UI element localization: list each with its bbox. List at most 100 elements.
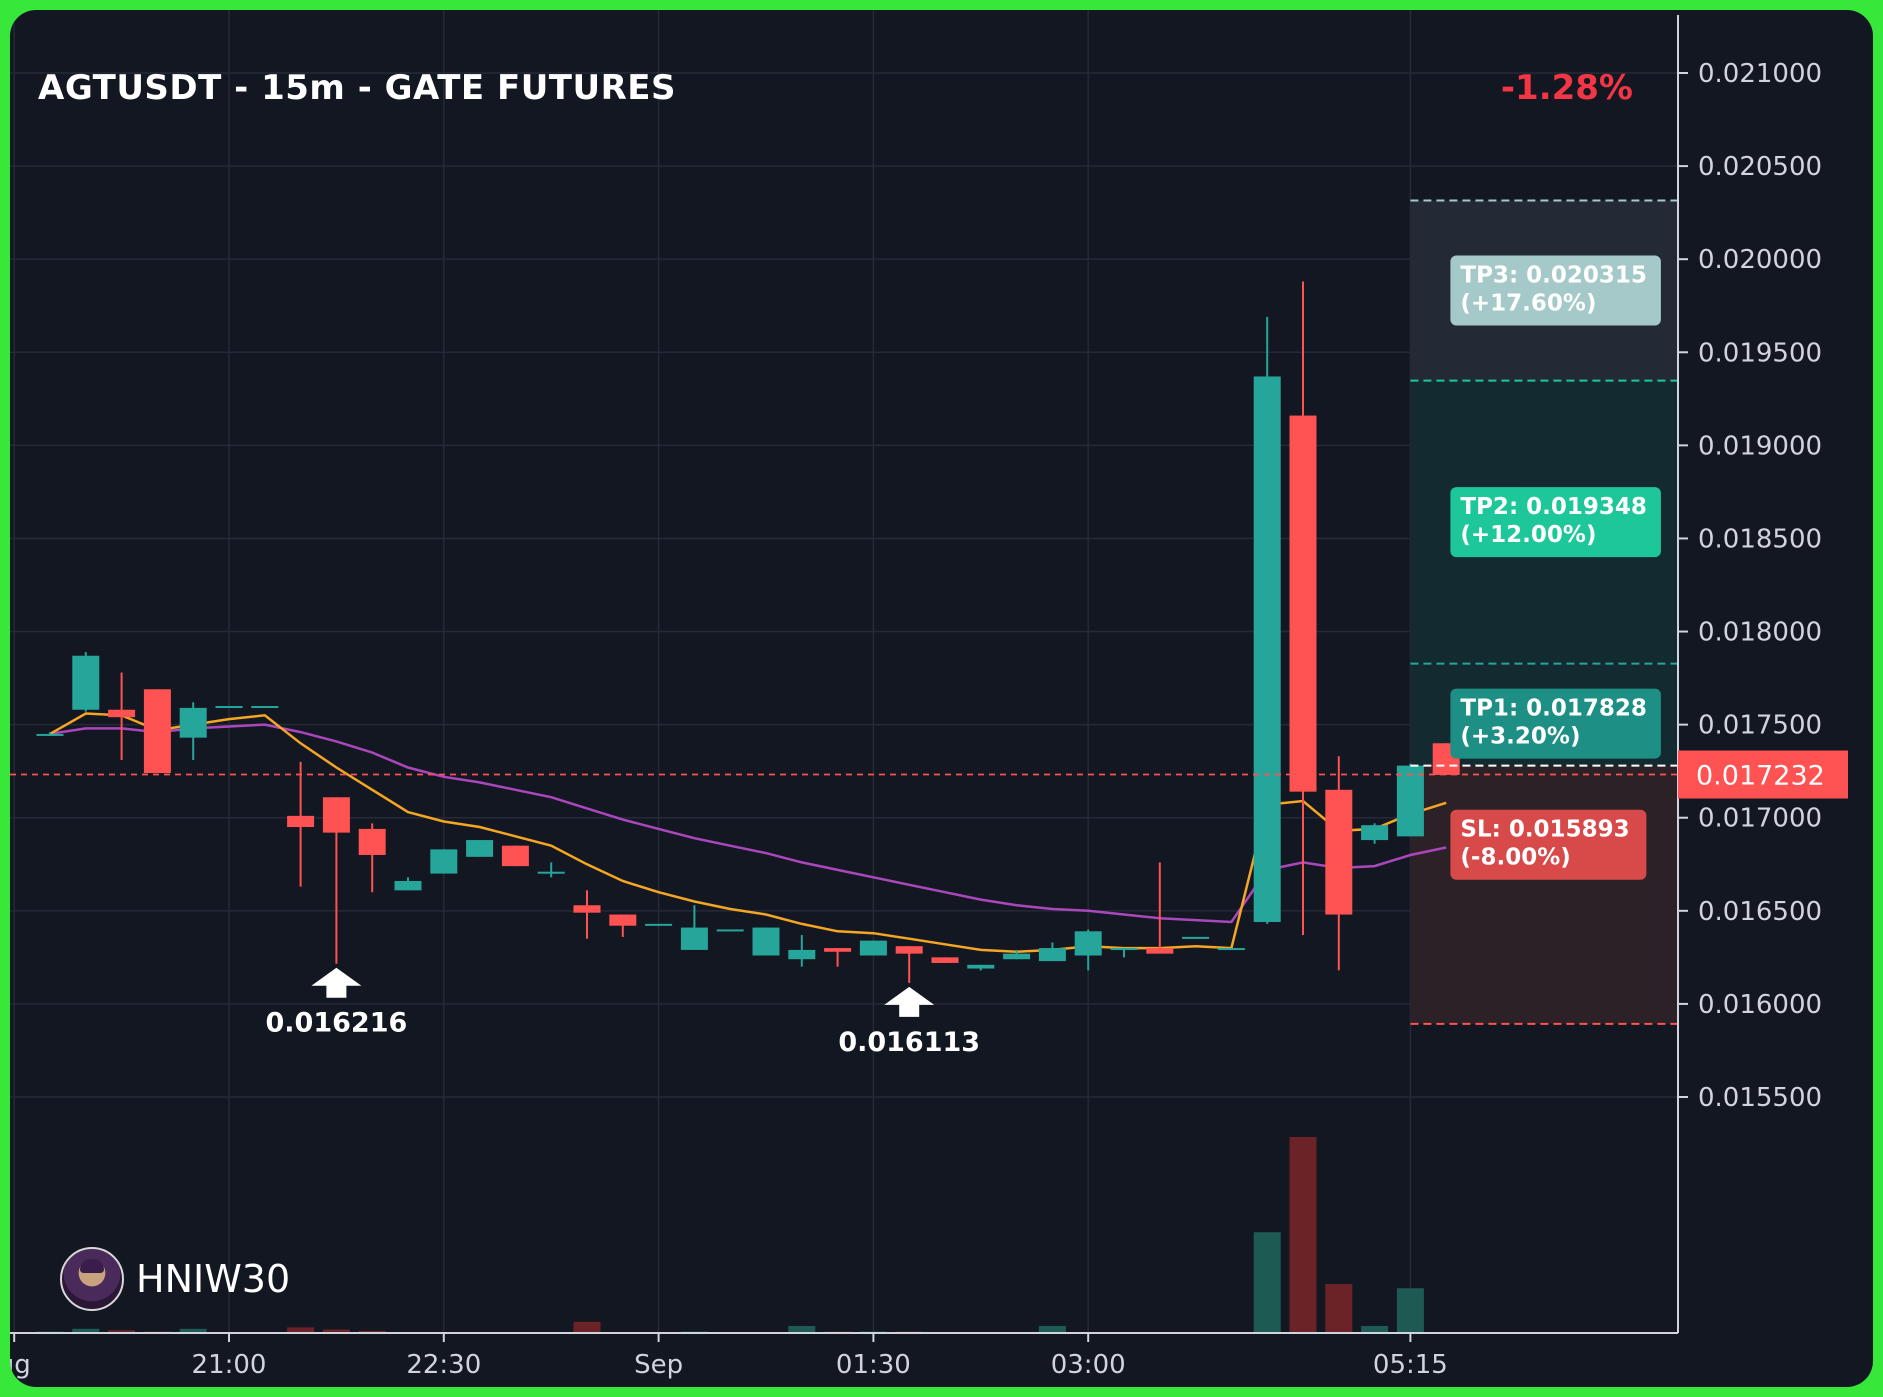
- candle: [287, 761, 315, 887]
- candle-body: [1182, 936, 1210, 939]
- candle: [72, 652, 100, 712]
- candle: [358, 823, 386, 893]
- y-tick-label: 0.020500: [1698, 152, 1822, 182]
- candle: [895, 946, 923, 983]
- candle: [1074, 929, 1102, 971]
- volume-bar: [179, 1328, 207, 1333]
- candle-body: [537, 871, 565, 874]
- low-markers: 0.016216 0.016113: [266, 967, 980, 1058]
- candle-body: [394, 881, 422, 891]
- candle-body: [215, 706, 243, 709]
- ema-slow-line: [49, 723, 1447, 924]
- candle: [501, 845, 529, 867]
- candle-body: [72, 655, 100, 710]
- candle: [1038, 942, 1066, 962]
- candle: [859, 940, 887, 956]
- candle-body: [609, 914, 637, 926]
- avatar-icon: [60, 1247, 124, 1311]
- candle: [143, 689, 171, 774]
- target-label-tp1: TP1: 0.017828(+3.20%): [1450, 688, 1661, 759]
- candle-body: [967, 964, 995, 969]
- candle-body: [430, 849, 458, 874]
- candles: [36, 281, 1460, 983]
- target-label-box: [1450, 255, 1661, 326]
- y-tick-label: 0.021000: [1698, 59, 1822, 89]
- candle: [394, 877, 422, 891]
- volume-bar: [1361, 1326, 1389, 1333]
- volume-bar: [287, 1327, 315, 1333]
- x-tick-label: ug: [10, 1350, 31, 1380]
- chart-frame: TP3: 0.020315 (+17.60%) TP2: 0.019348 (+12.…: [10, 10, 1873, 1387]
- volume-bar: [573, 1321, 601, 1333]
- target-label-text: (+3.20%): [1460, 724, 1580, 750]
- candle-body: [1253, 376, 1281, 922]
- candle-body: [1217, 948, 1245, 951]
- candle-body: [1146, 948, 1174, 954]
- target-label-text: (+17.60%): [1460, 291, 1596, 317]
- low-marker: 0.016216: [266, 967, 407, 1039]
- x-tick-label: 21:00: [192, 1350, 267, 1380]
- candle: [680, 905, 708, 950]
- candle-body: [179, 707, 207, 738]
- candle: [609, 914, 637, 937]
- arrow-up-icon: [884, 986, 935, 1017]
- candle-body: [108, 709, 136, 718]
- target-label-text: TP1: 0.017828: [1460, 696, 1647, 722]
- candle-body: [824, 948, 852, 952]
- candle: [1289, 281, 1317, 936]
- low-marker: 0.016113: [838, 986, 980, 1058]
- candle: [1110, 948, 1138, 958]
- candle: [967, 964, 995, 971]
- target-label-text: (+12.00%): [1460, 522, 1596, 548]
- candle-body: [1289, 415, 1317, 792]
- target-label-sl: SL: 0.015893(-8.00%): [1450, 809, 1647, 880]
- watermark: HNIW30: [60, 1247, 290, 1311]
- x-tick-label: 22:30: [406, 1350, 481, 1380]
- candle-body: [1325, 789, 1353, 915]
- candle-body: [895, 946, 923, 954]
- candle-body: [322, 797, 350, 833]
- target-labels: TP3: 0.020315(+17.60%) TP2: 0.019348(+12.…: [1450, 255, 1661, 880]
- candle: [36, 732, 64, 736]
- candle-body: [573, 905, 601, 913]
- y-tick-label: 0.020000: [1698, 245, 1822, 275]
- y-tick-label: 0.017000: [1698, 804, 1822, 834]
- zone-sl: [1410, 765, 1678, 1024]
- candle: [466, 840, 494, 857]
- candle: [573, 890, 601, 939]
- y-tick-label: 0.015500: [1698, 1083, 1822, 1113]
- volume-bar: [1289, 1137, 1317, 1333]
- candle-body: [358, 828, 386, 855]
- price-change: -1.28%: [1500, 68, 1633, 108]
- target-lines: [1410, 199, 1678, 1025]
- candle: [1003, 949, 1031, 960]
- x-tick-label: 01:30: [836, 1350, 911, 1380]
- volume-bar: [108, 1330, 136, 1333]
- volume-bar: [1038, 1326, 1066, 1333]
- target-label-text: TP3: 0.020315: [1460, 263, 1647, 289]
- candle: [788, 935, 816, 967]
- volume-bar: [1253, 1232, 1281, 1333]
- candle-body: [680, 927, 708, 950]
- low-marker-label: 0.016113: [838, 1027, 980, 1058]
- candle-body: [788, 949, 816, 960]
- candle: [430, 849, 458, 874]
- candle: [1146, 862, 1174, 954]
- target-label-text: (-8.00%): [1460, 845, 1570, 871]
- target-label-box: [1450, 688, 1661, 759]
- volume-bar: [358, 1330, 386, 1333]
- candle-body: [716, 929, 744, 932]
- y-tick-label: 0.017500: [1698, 711, 1822, 741]
- target-label-text: TP2: 0.019348: [1460, 494, 1647, 520]
- volume-bar: [1325, 1284, 1353, 1333]
- candle-body: [645, 923, 673, 926]
- x-tick-label: 05:15: [1373, 1350, 1448, 1380]
- grid: [10, 10, 1678, 1333]
- candle: [752, 927, 780, 956]
- watermark-text: HNIW30: [136, 1257, 291, 1301]
- candlestick-chart[interactable]: TP3: 0.020315(+17.60%) TP2: 0.019348(+12.…: [10, 10, 1873, 1387]
- candle: [215, 706, 243, 709]
- candle-body: [1361, 825, 1389, 841]
- candle: [931, 957, 959, 963]
- candle: [1325, 756, 1353, 971]
